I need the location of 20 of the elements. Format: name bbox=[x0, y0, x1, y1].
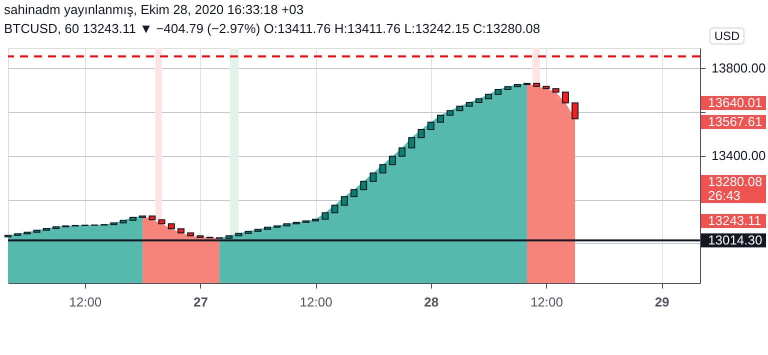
y-tick-label: 13400.00 bbox=[712, 148, 766, 164]
text: USD bbox=[714, 29, 740, 43]
x-tick-label: 27 bbox=[193, 294, 208, 310]
text: 13280.08 bbox=[708, 174, 762, 189]
candlestick bbox=[408, 137, 416, 148]
y-tick-label: 13800.00 bbox=[712, 60, 766, 76]
text: 13640.01 bbox=[708, 95, 762, 110]
text: 13567.61 bbox=[708, 114, 762, 129]
chart-title: sahinadm yayınlanmış, Ekim 28, 2020 16:33:18 +03 bbox=[4, 2, 304, 17]
x-tick-label: 12:00 bbox=[300, 294, 332, 310]
candlestick bbox=[562, 92, 569, 104]
text: 26:43 bbox=[708, 188, 741, 203]
chart-subtitle: BTCUSD, 60 13243.11 ▼ −404.79 (−2.97%) O:13411.76 H:13411.76 L:13242.15 C:13280.08 bbox=[4, 21, 540, 36]
x-tick-label: 28 bbox=[424, 294, 439, 310]
x-tick-label: 12:00 bbox=[530, 294, 563, 310]
ref-line-label: 13014.30 bbox=[708, 232, 762, 248]
x-tick-label: 12:00 bbox=[69, 294, 102, 310]
text: 13243.11 bbox=[708, 213, 762, 228]
x-tick-label: 29 bbox=[654, 294, 670, 310]
candlestick bbox=[572, 102, 579, 120]
